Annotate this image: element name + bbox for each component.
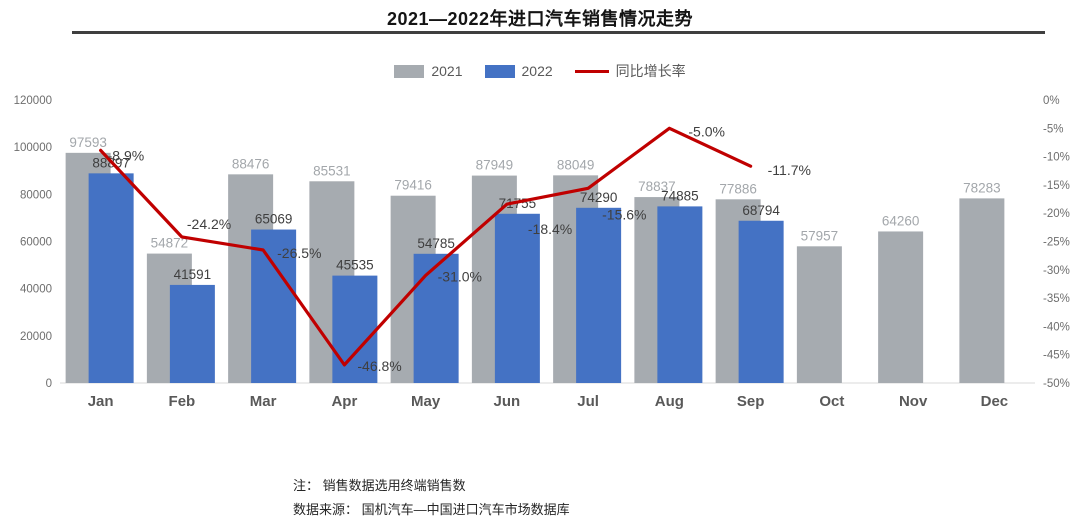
growth-label-Jan: -8.9% [108, 147, 145, 163]
page-title: 2021—2022年进口汽车销售情况走势 [386, 9, 694, 29]
footnote-source: 数据来源： 国机汽车—中国进口汽车市场数据库 [293, 502, 570, 517]
y-axis-right-label: -50% [1043, 378, 1070, 390]
legend-swatch-2022 [484, 64, 515, 78]
y-axis-left-label: 120000 [14, 95, 52, 107]
y-axis-right-label: -25% [1043, 237, 1070, 249]
footnote-note: 注： 销售数据选用终端销售数 [293, 478, 466, 493]
value-label-2021-Nov: 64260 [882, 213, 920, 228]
value-label-2021-Sep: 77886 [719, 181, 757, 196]
bar-2022-Jul [576, 207, 622, 383]
legend-label-2021: 2021 [431, 63, 463, 79]
y-axis-right-label: 0% [1043, 95, 1060, 107]
value-label-2022-Sep: 68794 [742, 203, 780, 218]
combo-chart-canvas: 0 20000 40000 60000 80000 100000 120000 0% -5% -1… [14, 95, 1070, 410]
y-axis-right-label: -10% [1043, 152, 1070, 164]
growth-label-Apr: -46.8% [357, 358, 401, 374]
y-axis-right-label: -15% [1043, 180, 1070, 192]
y-axis-left-label: 100000 [14, 142, 52, 154]
bar-2022-May [413, 253, 459, 383]
growth-label-Feb: -24.2% [187, 216, 231, 232]
legend-swatch-2021 [394, 64, 425, 78]
y-axis-right-label: -30% [1043, 265, 1070, 277]
y-axis-left-label: 20000 [20, 331, 52, 343]
x-axis-month-label: Oct [819, 393, 844, 410]
value-label-2021-Aug: 78837 [638, 179, 676, 194]
value-label-2021-Jan: 97593 [69, 135, 107, 150]
legend-item-2021: 2021 [394, 63, 463, 79]
x-axis-month-label: Jun [494, 393, 521, 410]
x-axis-month-label: Mar [250, 393, 277, 410]
y-axis-right-label: -35% [1043, 293, 1070, 305]
x-axis-month-label: Apr [331, 393, 357, 410]
y-axis-left-label: 0 [46, 378, 52, 390]
value-label-2022-Jul: 74290 [580, 190, 618, 205]
value-label-2022-Apr: 45535 [336, 258, 374, 273]
growth-label-Sep: -11.7% [768, 162, 811, 178]
y-axis-left-label: 60000 [20, 237, 52, 249]
legend-swatch-growth-line [574, 69, 609, 73]
y-axis-right-label: -40% [1043, 321, 1070, 333]
value-label-2021-Mar: 88476 [232, 156, 270, 171]
x-axis-month-label: May [411, 393, 441, 410]
bar-2022-Feb [169, 284, 215, 383]
legend-item-growth: 同比增长率 [574, 61, 686, 81]
bar-2021-Nov [878, 231, 924, 383]
chart-footnotes: 注： 销售数据选用终端销售数 数据来源： 国机汽车—中国进口汽车市场数据库 [293, 474, 570, 522]
x-axis-month-label: Dec [981, 393, 1009, 410]
x-axis-month-label: Jul [577, 393, 599, 410]
y-axis-right-label: -45% [1043, 350, 1070, 362]
value-label-2022-Feb: 41591 [174, 267, 212, 282]
growth-label-Jun: -18.4% [528, 221, 572, 237]
value-label-2021-May: 79416 [394, 178, 432, 193]
growth-label-Aug: -5.0% [688, 123, 725, 139]
x-axis-month-label: Sep [737, 393, 765, 410]
value-label-2021-Jun: 87949 [476, 158, 514, 173]
y-axis-left-label: 40000 [20, 284, 52, 296]
legend-label-2022: 2022 [521, 63, 553, 79]
bar-2022-Mar [251, 229, 297, 383]
value-label-2022-Mar: 65069 [255, 212, 293, 227]
title-underline [72, 31, 1045, 34]
x-axis-month-label: Aug [655, 393, 684, 410]
bar-2022-Jun [494, 213, 540, 383]
growth-rate-line [99, 126, 753, 367]
x-axis-month-label: Feb [169, 393, 196, 410]
value-label-2021-Dec: 78283 [963, 180, 1001, 195]
x-axis-month-label: Jan [88, 393, 114, 410]
value-label-2021-Feb: 54872 [151, 236, 189, 251]
value-label-2021-Jul: 88049 [557, 157, 595, 172]
growth-label-Jul: -15.6% [602, 206, 646, 222]
y-axis-right-label: -5% [1043, 123, 1063, 135]
value-label-2021-Oct: 57957 [801, 228, 839, 243]
bar-2022-Jan [88, 173, 134, 383]
value-label-2022-May: 54785 [417, 236, 455, 251]
legend-item-2022: 2022 [484, 63, 553, 79]
bar-2022-Aug [657, 206, 703, 383]
bar-2022-Apr [332, 275, 378, 383]
value-label-2021-Apr: 85531 [313, 163, 351, 178]
legend-label-growth: 同比增长率 [615, 63, 686, 79]
growth-label-Mar: -26.5% [277, 245, 321, 261]
bar-2021-Dec [959, 198, 1005, 383]
value-label-2022-Aug: 74885 [661, 188, 699, 203]
growth-label-May: -31.0% [438, 268, 482, 284]
y-axis-right-label: -20% [1043, 208, 1070, 220]
y-axis-left-label: 80000 [20, 189, 52, 201]
bar-2021-Oct [796, 246, 842, 383]
chart-legend: 2021 2022 同比增长率 [0, 61, 1080, 81]
bar-2022-Sep [738, 220, 784, 383]
x-axis-month-label: Nov [899, 393, 928, 410]
